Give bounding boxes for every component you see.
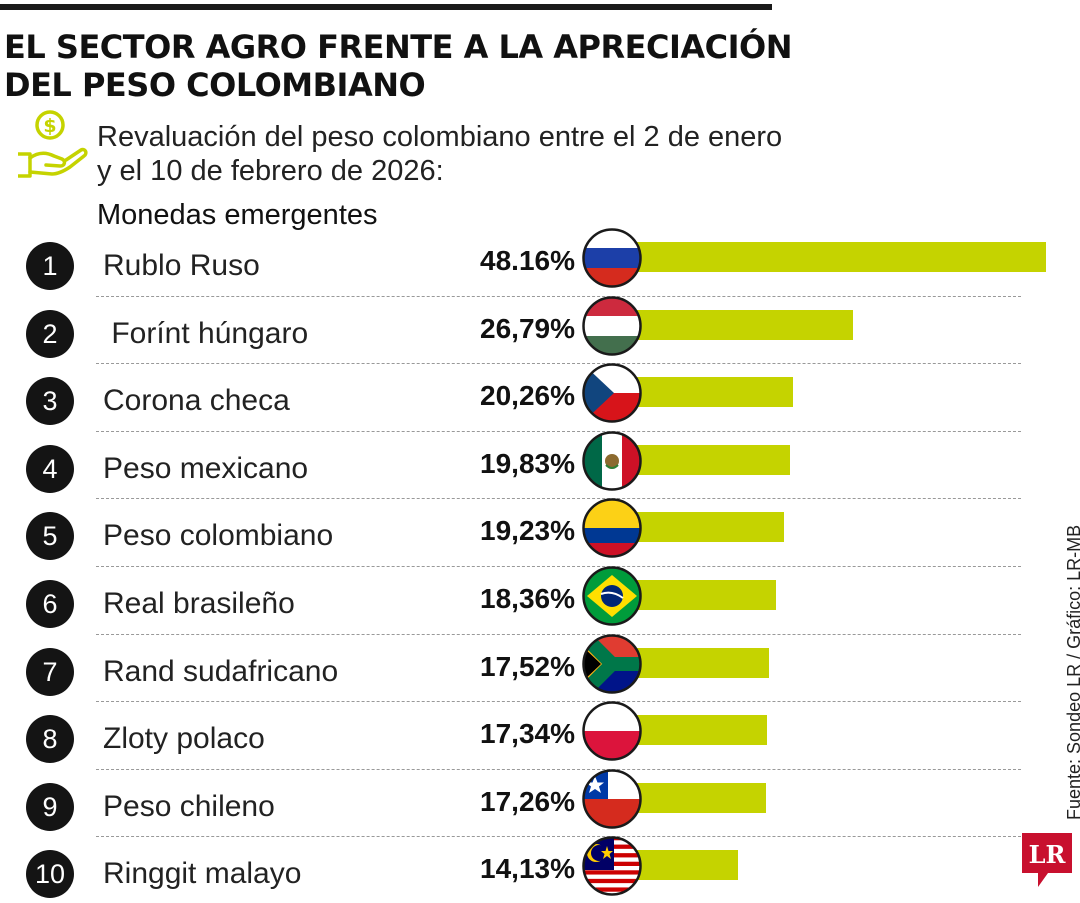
bar-row: 10 Ringgit malayo 14,13% <box>0 836 1080 903</box>
value-label: 17,34% <box>480 718 575 750</box>
row-divider <box>96 768 1021 770</box>
row-divider <box>96 295 1021 297</box>
rank-badge: 7 <box>26 647 74 696</box>
value-label: 17,52% <box>480 650 575 682</box>
bar-row: 1 Rublo Ruso 48.16% <box>0 228 1080 295</box>
bar <box>610 242 1046 272</box>
bar-row: 4 Peso mexicano 19,83% <box>0 431 1080 498</box>
rank-badge: 4 <box>26 444 74 493</box>
category-label: Rand sudafricano <box>103 654 339 688</box>
russia-flag-icon <box>582 228 642 288</box>
bar-row: 8 Zloty polaco 17,34% <box>0 701 1080 768</box>
category-label: Real brasileño <box>103 587 295 620</box>
category-label: Peso colombiano <box>103 519 334 553</box>
value-label: 48.16% <box>480 245 575 276</box>
value-label: 20,26% <box>480 380 575 412</box>
row-divider <box>96 836 1021 838</box>
bar-row: 2 Forínt húngaro 26,79% <box>0 295 1080 363</box>
category-label: Forínt húngaro <box>103 316 309 350</box>
chile-flag-icon <box>582 769 642 829</box>
czech-republic-flag-icon <box>582 363 642 423</box>
rank-badge: 9 <box>26 782 74 831</box>
row-divider <box>96 633 1021 635</box>
rank-badge: 6 <box>26 580 74 628</box>
rank-badge: 1 <box>26 242 74 290</box>
svg-text:$: $ <box>43 115 56 137</box>
row-divider <box>96 430 1021 432</box>
bar-row: 9 Peso chileno 17,26% <box>0 769 1080 836</box>
poland-flag-icon <box>582 701 642 761</box>
logo-text: LR <box>1029 840 1067 869</box>
bar-row: 6 Real brasileño 18,36% <box>0 566 1080 633</box>
value-label: 18,36% <box>480 583 575 614</box>
money-hand-icon: $ <box>18 110 88 178</box>
category-label: Rublo Ruso <box>103 249 260 282</box>
rank-badge: 5 <box>26 512 74 561</box>
row-divider <box>96 701 1021 703</box>
lr-logo: LR <box>1022 833 1072 887</box>
category-label: Ringgit malayo <box>103 857 302 891</box>
row-divider <box>96 566 1021 567</box>
colombia-flag-icon <box>582 498 642 559</box>
bar-row: 5 Peso colombiano 19,23% <box>0 498 1080 565</box>
page-title: EL SECTOR AGRO FRENTE A LA APRECIACIÓN D… <box>4 28 794 104</box>
bar-row: 7 Rand sudafricano 17,52% <box>0 633 1080 701</box>
south-africa-flag-icon <box>582 633 642 694</box>
value-label: 17,26% <box>480 785 575 817</box>
subtitle-line-2: y el 10 de febrero de 2026: <box>97 155 444 187</box>
value-label: 14,13% <box>480 853 575 885</box>
hungary-flag-icon <box>582 295 642 356</box>
malaysia-flag-icon <box>582 836 642 897</box>
mexico-flag-icon <box>582 431 642 491</box>
category-label: Zloty polaco <box>103 722 265 756</box>
category-label: Peso mexicano <box>103 451 309 485</box>
title-line-1: EL SECTOR AGRO FRENTE A LA APRECIACIÓN <box>4 28 793 66</box>
title-line-2: DEL PESO COLOMBIANO <box>4 66 426 104</box>
rank-badge: 2 <box>26 309 74 358</box>
row-divider <box>96 363 1021 365</box>
value-label: 19,23% <box>480 515 575 547</box>
brazil-flag-icon <box>582 566 642 626</box>
category-label: Corona checa <box>103 384 290 418</box>
subtitle-line-1: Revaluación del peso colombiano entre el… <box>97 121 783 153</box>
bar <box>610 309 853 340</box>
bar-row: 3 Corona checa 20,26% <box>0 363 1080 430</box>
category-label: Peso chileno <box>103 789 275 823</box>
value-label: 26,79% <box>480 312 575 344</box>
rank-badge: 8 <box>26 715 74 764</box>
group-label: Monedas emergentes <box>97 199 378 231</box>
top-rule <box>0 4 772 10</box>
row-divider <box>96 498 1021 500</box>
value-label: 19,83% <box>480 447 575 479</box>
source-note: Fuente: Sondeo LR / Gráfico: LR-MB <box>1064 524 1080 820</box>
chart-subtitle: Revaluación del peso colombiano entre el… <box>97 120 897 188</box>
rank-badge: 3 <box>26 377 74 426</box>
rank-badge: 10 <box>26 850 74 899</box>
